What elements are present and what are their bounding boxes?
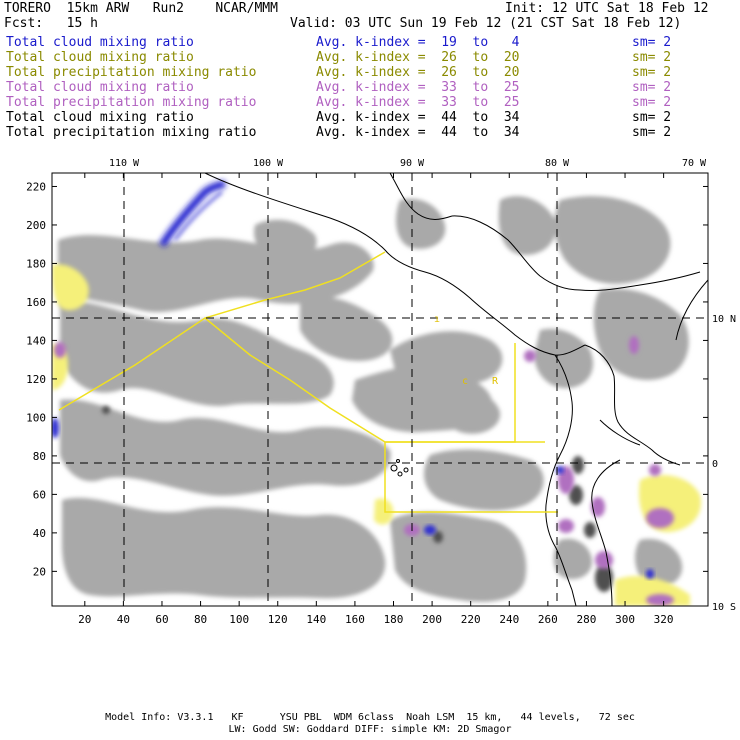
lat-lon-grid xyxy=(52,173,708,606)
legend-sm: sm= 2 xyxy=(632,95,672,110)
y-tick-label: 160 xyxy=(26,296,46,309)
longitude-label: 70 W xyxy=(682,158,707,169)
x-tick-label: 300 xyxy=(615,613,635,626)
x-axis-ticks: 20 40 60 80 100 120 140 160 180 200 220 240 260 280 30… xyxy=(78,173,674,626)
longitude-label: 110 W xyxy=(109,158,140,169)
legend-kindex: Avg. k-index = 26 to 20 xyxy=(316,65,520,80)
precip-field-purple xyxy=(54,336,674,606)
forecast-hour: Fcst: 15 h xyxy=(4,16,98,31)
legend-sm: sm= 2 xyxy=(632,110,672,125)
x-tick-label: 240 xyxy=(499,613,519,626)
y-tick-label: 120 xyxy=(26,373,46,386)
legend-field: Total cloud mixing ratio xyxy=(6,50,194,65)
y-tick-label: 140 xyxy=(26,334,46,347)
legend-sm: sm= 2 xyxy=(632,50,672,65)
x-tick-label: 120 xyxy=(268,613,288,626)
y-tick-label: 80 xyxy=(33,450,46,463)
legend-sm: sm= 2 xyxy=(632,80,672,95)
latitude-labels: 10 N 0 10 S xyxy=(712,314,736,613)
x-tick-label: 280 xyxy=(577,613,597,626)
map-label: c xyxy=(462,376,468,387)
latitude-label: 0 xyxy=(712,459,718,470)
cloud-field-gray xyxy=(58,196,689,602)
longitude-label: 90 W xyxy=(400,158,425,169)
x-tick-label: 260 xyxy=(538,613,558,626)
y-tick-label: 20 xyxy=(33,565,46,578)
galapagos-islands xyxy=(390,459,409,477)
x-tick-label: 160 xyxy=(345,613,365,626)
y-tick-label: 200 xyxy=(26,219,46,232)
model-info: Model Info: V3.3.1 KF YSU PBL WDM 6class… xyxy=(105,712,635,723)
legend-field: Total precipitation mixing ratio xyxy=(6,125,257,140)
y-tick-label: 220 xyxy=(26,180,46,193)
legend-sm: sm= 2 xyxy=(632,65,672,80)
physics-info: LW: Godd SW: Goddard DIFF: simple KM: 2D… xyxy=(228,724,512,735)
x-tick-label: 20 xyxy=(78,613,91,626)
legend-field: Total cloud mixing ratio xyxy=(6,110,194,125)
x-tick-label: 40 xyxy=(117,613,130,626)
legend-sm: sm= 2 xyxy=(632,35,672,50)
x-tick-label: 140 xyxy=(306,613,326,626)
longitude-label: 100 W xyxy=(253,158,284,169)
legend-field: Total cloud mixing ratio xyxy=(6,80,194,95)
x-tick-label: 80 xyxy=(194,613,207,626)
y-axis-ticks: 220 200 180 160 140 120 100 80 60 40 20 xyxy=(26,180,708,578)
x-tick-label: 220 xyxy=(461,613,481,626)
legend-kindex: Avg. k-index = 33 to 25 xyxy=(316,80,520,95)
x-tick-label: 180 xyxy=(384,613,404,626)
x-tick-label: 200 xyxy=(422,613,442,626)
legend-field: Total cloud mixing ratio xyxy=(6,35,194,50)
legend-sm: sm= 2 xyxy=(632,125,672,140)
legend-kindex: Avg. k-index = 19 to 4 xyxy=(316,35,520,50)
map-frame xyxy=(51,172,709,607)
y-tick-label: 100 xyxy=(26,411,46,424)
x-tick-label: 60 xyxy=(155,613,168,626)
map-label: ı xyxy=(434,314,440,325)
longitude-label: 80 W xyxy=(545,158,570,169)
legend-kindex: Avg. k-index = 44 to 34 xyxy=(316,125,520,140)
y-tick-label: 60 xyxy=(33,488,46,501)
model-title: TORERO 15km ARW Run2 NCAR/MMM xyxy=(4,1,278,16)
cloud-field-blue xyxy=(52,180,654,579)
legend-field: Total precipitation mixing ratio xyxy=(6,95,257,110)
legend-field: Total precipitation mixing ratio xyxy=(6,65,257,80)
legend-kindex: Avg. k-index = 33 to 25 xyxy=(316,95,520,110)
latitude-label: 10 N xyxy=(712,314,736,325)
y-tick-label: 180 xyxy=(26,257,46,270)
valid-time: Valid: 03 UTC Sun 19 Feb 12 (21 CST Sat … xyxy=(290,16,682,31)
legend-kindex: Avg. k-index = 44 to 34 xyxy=(316,110,520,125)
legend-kindex: Avg. k-index = 26 to 20 xyxy=(316,50,520,65)
coastline xyxy=(204,173,708,606)
y-tick-label: 40 xyxy=(33,527,46,540)
map-label: R xyxy=(492,376,499,387)
latitude-label: 10 S xyxy=(712,602,736,613)
init-time: Init: 12 UTC Sat 18 Feb 12 xyxy=(505,1,709,16)
x-tick-label: 100 xyxy=(229,613,249,626)
longitude-labels: 110 W 100 W 90 W 80 W 70 W xyxy=(109,158,707,169)
x-tick-label: 320 xyxy=(654,613,674,626)
